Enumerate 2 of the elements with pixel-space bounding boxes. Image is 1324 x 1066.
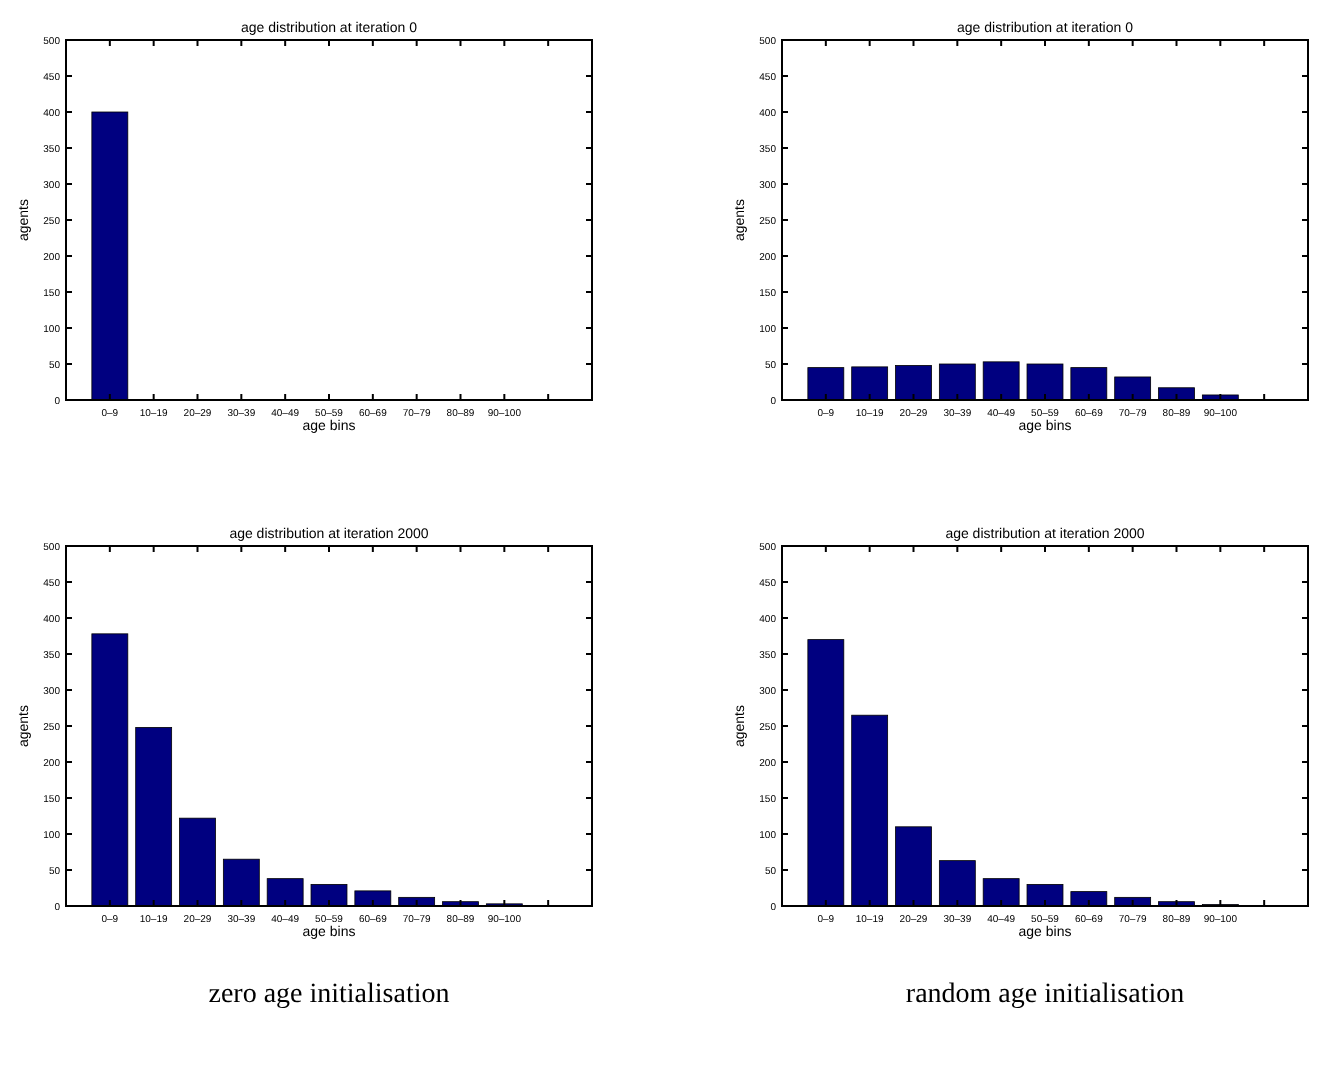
text: random age initialisation bbox=[905, 980, 1185, 1010]
text: zero age initialisation bbox=[208, 980, 450, 1010]
